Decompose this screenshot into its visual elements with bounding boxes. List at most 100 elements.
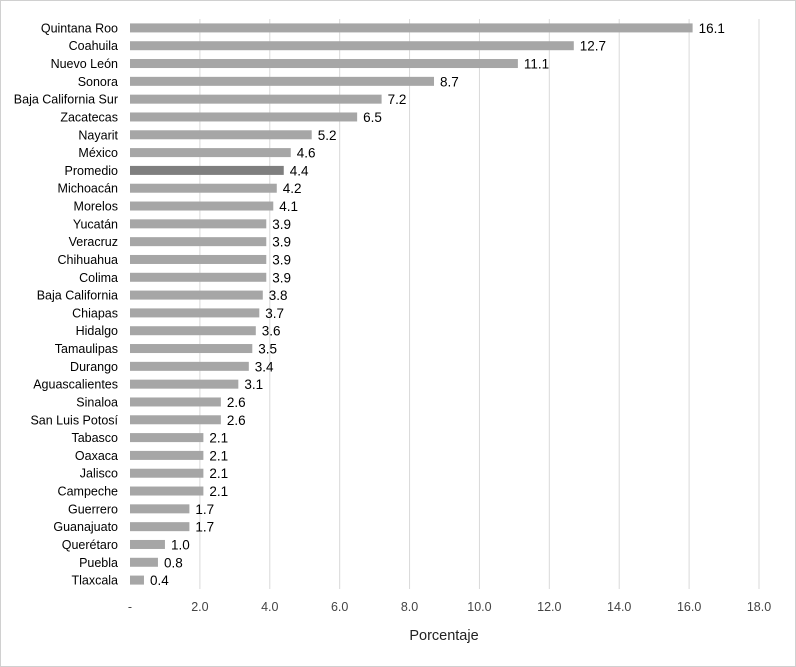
- category-label: Zacatecas: [60, 110, 118, 124]
- category-labels: Quintana Roo Coahuila Nuevo León Sonora Baja…: [14, 21, 119, 587]
- category-label: Yucatán: [73, 217, 118, 231]
- value-label: 3.7: [265, 306, 284, 321]
- category-label: Baja California Sur: [14, 93, 118, 107]
- x-tick-label: 14.0: [607, 600, 631, 614]
- bar: [130, 539, 165, 549]
- value-label: 0.4: [150, 573, 169, 588]
- bar: [130, 522, 190, 532]
- x-tick-label: 10.0: [467, 600, 491, 614]
- bar: [130, 379, 239, 389]
- category-label: San Luis Potosí: [30, 413, 118, 427]
- bar: [130, 237, 267, 247]
- category-label: Aguascalientes: [33, 378, 118, 392]
- bar: [130, 308, 260, 318]
- bar: [130, 361, 249, 371]
- category-label: Durango: [70, 360, 118, 374]
- category-label: Campeche: [58, 485, 118, 499]
- bar: [130, 201, 274, 211]
- bar: [130, 433, 204, 443]
- x-tick-label: 12.0: [537, 600, 561, 614]
- value-label: 4.1: [279, 199, 298, 214]
- bar: [130, 290, 263, 300]
- category-label: Jalisco: [80, 467, 118, 481]
- x-tick-labels: - 2.0 4.0 6.0 8.0 10.0 12.0 14.0 16.0 18.0: [128, 600, 771, 614]
- x-tick-label: 2.0: [191, 600, 208, 614]
- bar: [130, 415, 221, 425]
- value-label: 7.2: [388, 92, 407, 107]
- value-label: 1.7: [195, 502, 214, 517]
- bar: [130, 183, 277, 193]
- value-label: 4.4: [290, 163, 309, 178]
- bar: [130, 165, 284, 175]
- bar: [130, 148, 291, 158]
- value-label: 3.6: [262, 324, 281, 339]
- bar: [130, 450, 204, 460]
- value-label: 3.8: [269, 288, 288, 303]
- category-label: Baja California: [37, 289, 118, 303]
- category-label: Tlaxcala: [71, 574, 118, 588]
- bar: [130, 219, 267, 229]
- x-axis-title: Porcentaje: [409, 628, 478, 644]
- value-label: 3.1: [244, 377, 263, 392]
- bar: [130, 326, 256, 336]
- bar: [130, 254, 267, 264]
- category-label: Michoacán: [58, 182, 118, 196]
- value-label: 2.1: [209, 484, 228, 499]
- value-label: 11.1: [524, 57, 549, 72]
- value-label: 1.0: [171, 537, 190, 552]
- x-tick-label: 8.0: [401, 600, 418, 614]
- value-label: 16.1: [699, 21, 725, 36]
- category-label: Chiapas: [72, 306, 118, 320]
- category-label: Nuevo León: [51, 57, 118, 71]
- value-label: 3.5: [258, 342, 277, 357]
- value-label: 2.1: [209, 431, 228, 446]
- value-label: 2.6: [227, 395, 246, 410]
- value-label: 4.2: [283, 181, 302, 196]
- category-label: Guerrero: [68, 502, 118, 516]
- value-label: 2.6: [227, 413, 246, 428]
- bar: [130, 59, 518, 69]
- value-label: 1.7: [195, 520, 214, 535]
- category-label: Coahuila: [69, 39, 118, 53]
- category-label: Sinaloa: [76, 395, 118, 409]
- bar: [130, 468, 204, 478]
- value-label: 12.7: [580, 39, 606, 54]
- bar: [130, 130, 312, 140]
- category-label: México: [78, 146, 118, 160]
- bar: [130, 41, 574, 51]
- bar: [130, 94, 382, 104]
- category-label: Tamaulipas: [55, 342, 118, 356]
- category-label: Nayarit: [78, 128, 118, 142]
- value-label: 5.2: [318, 128, 337, 143]
- grid-lines: [199, 19, 760, 589]
- bar: [130, 76, 435, 86]
- bar: [130, 272, 267, 282]
- category-label: Colima: [79, 271, 118, 285]
- bar: [130, 23, 693, 33]
- category-label: Veracruz: [69, 235, 118, 249]
- x-tick-label: 16.0: [677, 600, 701, 614]
- value-label: 2.1: [209, 466, 228, 481]
- category-label: Hidalgo: [76, 324, 118, 338]
- category-label: Oaxaca: [75, 449, 118, 463]
- value-label: 3.9: [272, 235, 291, 250]
- value-label: 3.9: [272, 217, 291, 232]
- value-label: 6.5: [363, 110, 382, 125]
- value-label: 2.1: [209, 448, 228, 463]
- value-labels: 16.1 12.7 11.1 8.7 7.2 6.5 5.24.6 4.4 4.2 4.1 3.9 3…: [150, 21, 725, 588]
- x-tick-label: 18.0: [747, 600, 771, 614]
- value-label: 8.7: [440, 74, 459, 89]
- bar: [130, 575, 144, 585]
- bar: [130, 397, 221, 407]
- category-label: Querétaro: [62, 538, 118, 552]
- category-label: Quintana Roo: [41, 21, 118, 35]
- bar: [130, 112, 358, 122]
- category-label: Sonora: [78, 75, 118, 89]
- bars: [130, 23, 693, 585]
- category-label: Chihuahua: [58, 253, 119, 267]
- value-label: 3.9: [272, 252, 291, 267]
- value-label: 0.8: [164, 555, 183, 570]
- bar: [130, 486, 204, 496]
- value-label: 4.6: [297, 146, 316, 161]
